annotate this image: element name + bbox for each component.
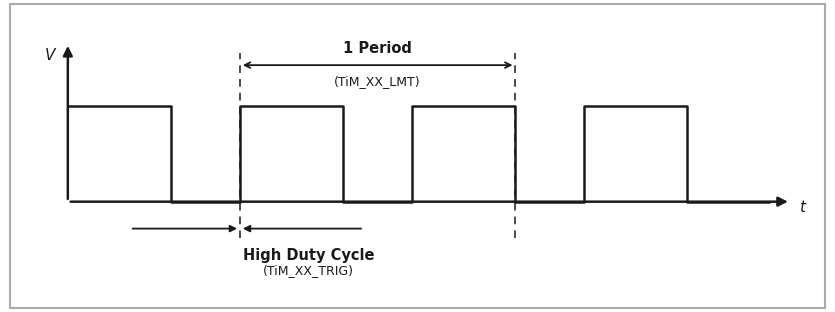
Text: V: V [45, 48, 55, 63]
Text: (TiM_XX_TRIG): (TiM_XX_TRIG) [263, 264, 354, 277]
Text: 1 Period: 1 Period [343, 41, 412, 56]
Text: High Duty Cycle: High Duty Cycle [243, 248, 375, 263]
Text: (TiM_XX_LMT): (TiM_XX_LMT) [334, 75, 421, 88]
Text: t: t [799, 200, 805, 215]
